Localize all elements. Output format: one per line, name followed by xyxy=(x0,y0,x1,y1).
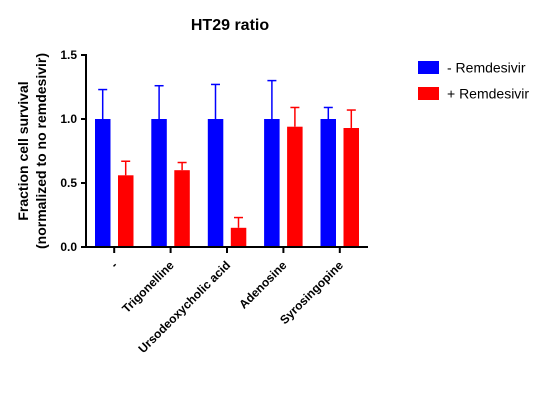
bar-plus-remdesivir-trigonelline xyxy=(174,170,190,247)
bar-minus-remdesivir-trigonelline xyxy=(151,119,167,247)
legend-swatch-plus-remdesivir xyxy=(418,87,439,100)
bar-plus-remdesivir-adenosine xyxy=(287,126,303,247)
chart-title: HT29 ratio xyxy=(191,17,269,34)
y-tick-label: 1.0 xyxy=(60,112,77,126)
bar-plus-remdesivir-ursodeoxycholic-acid xyxy=(230,227,247,247)
x-tick-label: Trigonelline xyxy=(119,258,177,316)
legend-swatch-minus-remdesivir xyxy=(418,61,439,74)
bar-minus-remdesivir-adenosine xyxy=(264,119,280,247)
y-tick-label: 0.5 xyxy=(60,176,77,190)
y-tick-label: 1.5 xyxy=(60,48,77,62)
bar-plus-remdesivir-none xyxy=(118,175,134,247)
y-tick-label: 0.0 xyxy=(60,240,77,254)
bar-minus-remdesivir-none xyxy=(95,119,111,247)
bar-plus-remdesivir-syrosingopine xyxy=(343,128,359,247)
bar-minus-remdesivir-syrosingopine xyxy=(320,119,336,247)
bars-layer xyxy=(95,119,359,247)
bar-minus-remdesivir-ursodeoxycholic-acid xyxy=(207,119,224,247)
x-tick-label: Ursodeoxycholic acid xyxy=(136,258,234,356)
x-tick-label: Adenosine xyxy=(236,258,290,312)
legend: - Remdesivir + Remdesivir xyxy=(418,60,529,102)
legend-label-minus-remdesivir: - Remdesivir xyxy=(447,60,526,76)
y-axis-title: Fraction cell survival (normalized to no… xyxy=(15,53,49,249)
error-bars-layer xyxy=(98,79,356,228)
y-axis-title-line-2: (normalized to no remdesivir) xyxy=(33,53,49,249)
x-tick-label: - xyxy=(108,258,121,271)
legend-label-plus-remdesivir: + Remdesivir xyxy=(447,86,529,102)
y-axis-title-line-1: Fraction cell survival xyxy=(15,81,31,220)
